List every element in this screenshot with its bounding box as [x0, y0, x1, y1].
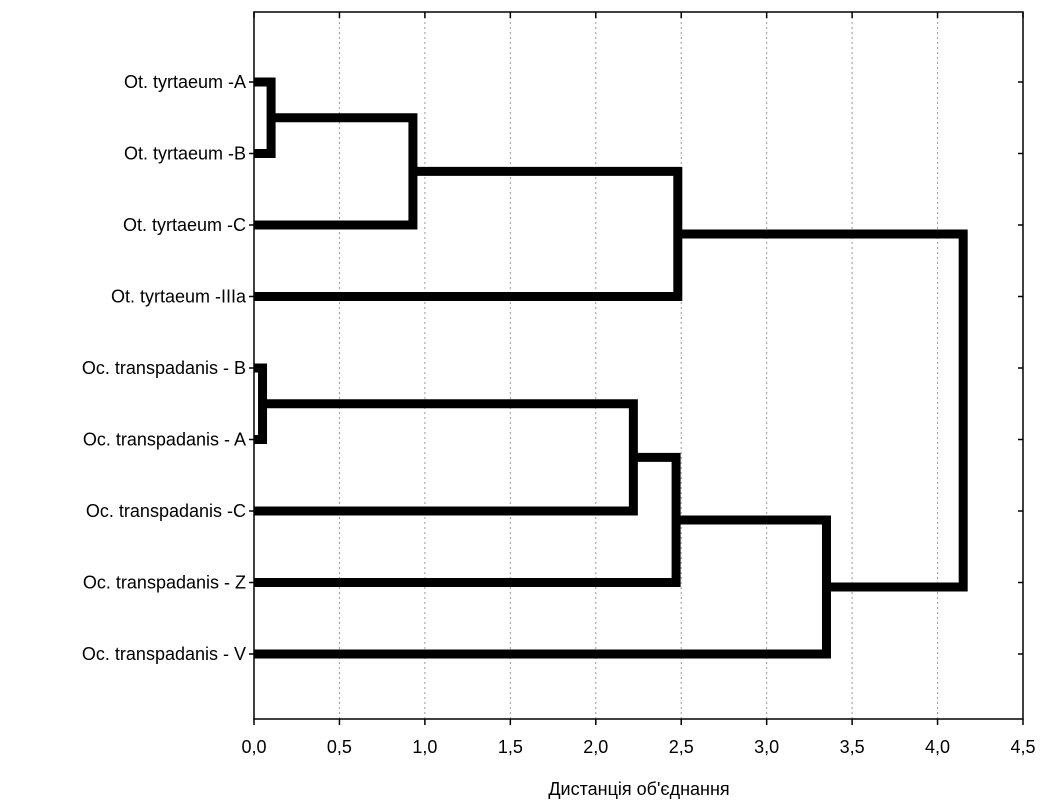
dendrogram-link	[254, 166, 683, 301]
dendrogram-link	[254, 113, 418, 230]
dendrogram-link	[254, 77, 276, 158]
x-tick-label: 2,5	[669, 737, 694, 757]
dendrogram-link	[677, 229, 968, 592]
grid-lines	[338, 12, 939, 719]
x-tick-label: 1,0	[412, 737, 437, 757]
dendrogram-link	[254, 399, 638, 516]
x-tick-labels: 0,0 0,5 1,0 1,5 2,0 2,5 3,0 3,5 4,0 4,5	[241, 737, 1035, 757]
leaf-label: Ot. tyrtaeum -C	[123, 215, 246, 235]
x-tick-label: 3,5	[840, 737, 865, 757]
leaf-label: Ot. tyrtaeum -IIIa	[111, 287, 247, 307]
leaf-label: Oc. transpadanis - A	[83, 430, 246, 450]
leaf-label: Oc. transpadanis - B	[82, 358, 246, 378]
leaf-label: Oc. transpadanis - V	[82, 644, 246, 664]
x-tick-label: 3,0	[754, 737, 779, 757]
x-axis-title: Дистанція об'єднання	[548, 779, 729, 799]
x-tick-label: 1,5	[498, 737, 523, 757]
leaf-label: Oc. transpadanis -C	[86, 501, 246, 521]
x-tick-label: 4,5	[1010, 737, 1035, 757]
x-tick-label: 0,0	[241, 737, 266, 757]
leaf-label: Oc. transpadanis - Z	[83, 573, 246, 593]
leaf-label: Ot. tyrtaeum -A	[124, 72, 246, 92]
dendrogram-link	[254, 452, 681, 587]
x-tick-label: 0,5	[327, 737, 352, 757]
x-tick-label: 2,0	[583, 737, 608, 757]
dendrogram-link	[254, 363, 268, 444]
x-tick-label: 4,0	[925, 737, 950, 757]
axis-ticks	[249, 12, 1024, 725]
leaf-labels: Ot. tyrtaeum -A Ot. tyrtaeum -B Ot. tyrtae…	[82, 72, 247, 664]
leaf-label: Ot. tyrtaeum -B	[124, 144, 246, 164]
dendrogram-links	[254, 77, 968, 659]
